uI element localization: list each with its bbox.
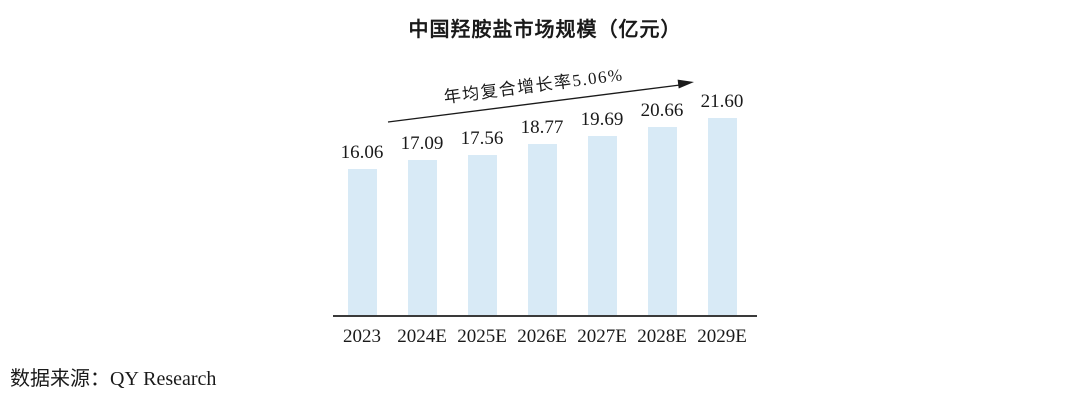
bar-value-label: 17.09 xyxy=(400,133,444,154)
bar-column: 18.77 xyxy=(512,0,572,316)
chart-title: 中国羟胺盐市场规模（亿元） xyxy=(408,19,682,41)
bar xyxy=(527,144,557,316)
x-axis-label: 2023 xyxy=(343,326,381,347)
bar-value-label: 17.56 xyxy=(460,128,504,149)
bars-area: 16.06 17.09 17.56 18.77 19.69 20.66 21.60 xyxy=(332,0,752,316)
bar-column: 20.66 xyxy=(632,0,692,316)
bar xyxy=(587,136,617,316)
bar-value-label: 16.06 xyxy=(340,142,384,163)
bar xyxy=(707,118,737,316)
data-source: 数据来源：QY Research xyxy=(10,368,217,390)
x-axis-label: 2025E xyxy=(457,326,507,347)
bar-value-label: 21.60 xyxy=(700,91,744,112)
bar-column: 16.06 xyxy=(332,0,392,316)
bar xyxy=(467,155,497,316)
bar xyxy=(407,160,437,316)
x-axis-label: 2027E xyxy=(577,326,627,347)
x-axis-labels: 2023 2024E 2025E 2026E 2027E 2028E 2029E xyxy=(332,326,752,348)
bar-column: 17.09 xyxy=(392,0,452,316)
x-axis-label: 2028E xyxy=(637,326,687,347)
bar-value-label: 19.69 xyxy=(580,109,624,130)
bar-column: 17.56 xyxy=(452,0,512,316)
plot-area: 年均复合增长率5.06% 16.06 17.09 17.56 18.77 19.69 20… xyxy=(332,0,757,348)
x-axis-label: 2024E xyxy=(397,326,447,347)
bar-column: 21.60 xyxy=(692,0,752,316)
bar-column: 19.69 xyxy=(572,0,632,316)
bar xyxy=(647,127,677,316)
bar xyxy=(347,169,377,316)
x-axis-line xyxy=(333,315,757,317)
bar-value-label: 18.77 xyxy=(520,117,564,138)
x-axis-label: 2029E xyxy=(697,326,747,347)
bar-value-label: 20.66 xyxy=(640,100,684,121)
x-axis-label: 2026E xyxy=(517,326,567,347)
